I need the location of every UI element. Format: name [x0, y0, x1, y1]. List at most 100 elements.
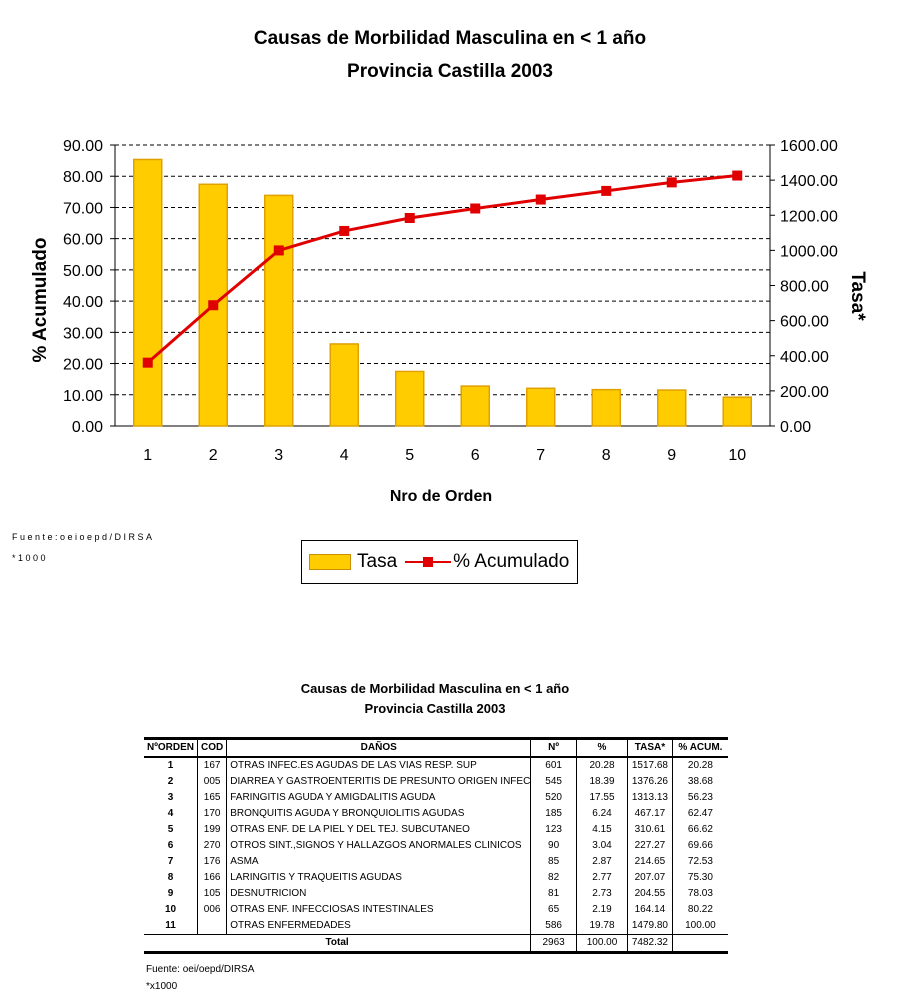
table-cell: 17.55 — [576, 790, 628, 806]
table-row: 8 166 LARINGITIS Y TRAQUEITIS AGUDAS 82 2.77… — [144, 870, 728, 886]
chart-title: Causas de Morbilidad Masculina en < 1 añ… — [253, 28, 647, 49]
right-tick-label: 600.00 — [780, 314, 829, 331]
table-cell: 3.04 — [576, 838, 628, 854]
table-cell: 1313.13 — [627, 790, 673, 806]
point-acumulado — [732, 170, 743, 181]
table-cell: 10 — [164, 904, 177, 915]
table-cell: 1517.68 — [627, 757, 673, 774]
left-tick-label: 80.00 — [63, 169, 103, 186]
morbidity-table: NºORDEN COD DAÑOS Nº% TASA*% ACUM. 1 167 OTRAS… — [144, 737, 728, 954]
bar-tasa — [329, 343, 359, 427]
x-tick-label: 6 — [471, 447, 480, 464]
total-label: Total — [144, 934, 531, 954]
column-header: TASA* — [627, 738, 673, 758]
table-row: 9 105 DESNUTRICION 81 2.73 204.55 78.03 — [144, 886, 728, 902]
table-cell: 005 — [196, 774, 227, 790]
column-header: NºORDEN — [144, 738, 198, 758]
table-cell: 5 — [167, 824, 174, 835]
table-cell: 2.77 — [576, 870, 628, 886]
point-acumulado — [666, 177, 677, 188]
table-cell: 166 — [196, 870, 227, 886]
point-acumulado — [339, 225, 350, 236]
table-cell: 185 — [530, 806, 577, 822]
right-tick-label: 1200.00 — [780, 208, 838, 225]
table-cell: 2.73 — [576, 886, 628, 902]
left-tick-label: 90.00 — [63, 138, 103, 155]
table-cell: 586 — [530, 918, 577, 935]
table-row: 2 005 DIARREA Y GASTROENTERITIS DE PRESUNT… — [144, 774, 728, 790]
table-cell: FARINGITIS AGUDA Y AMIGDALITIS AGUDA — [226, 790, 531, 806]
table-cell: 4.15 — [576, 822, 628, 838]
table-cell: 56.23 — [671, 790, 728, 806]
left-tick-label: 50.00 — [63, 263, 103, 280]
table-cell: OTRAS ENF. DE LA PIEL Y DEL TEJ. SUBCUTA… — [226, 822, 531, 838]
table-cell: 85 — [530, 854, 577, 870]
table-cell: 601 — [530, 757, 577, 774]
point-acumulado — [273, 245, 284, 256]
table-cell: 270 — [196, 838, 227, 854]
table-cell: 20.28 — [671, 757, 728, 774]
column-header: COD — [196, 738, 227, 758]
total-tasa: 7482.32 — [627, 934, 673, 954]
table-cell: 545 — [530, 774, 577, 790]
table-cell: 199 — [196, 822, 227, 838]
x-tick-label: 10 — [728, 447, 746, 464]
table-cell: OTRAS ENFERMEDADES — [226, 918, 531, 935]
table-row: 7 176 ASMA 85 2.87 214.65 72.53 — [144, 854, 728, 870]
table-cell: 1376.26 — [627, 774, 673, 790]
table-cell: 164.14 — [627, 902, 673, 918]
table-cell: 1479.80 — [627, 918, 673, 935]
x-tick-label: 4 — [340, 447, 349, 464]
table-cell: 467.17 — [627, 806, 673, 822]
legend-bar-swatch-icon — [309, 554, 351, 570]
table-cell: DIARREA Y GASTROENTERITIS DE PRESUNTO OR… — [226, 774, 531, 790]
table-source: Fuente: oei/oepd/DIRSA — [146, 964, 255, 975]
table-row: 3 165 FARINGITIS AGUDA Y AMIGDALITIS AGUDA… — [144, 790, 728, 806]
table-cell: OTRAS INFEC.ES AGUDAS DE LAS VIAS RESP. … — [226, 757, 531, 774]
left-tick-label: 30.00 — [63, 325, 103, 342]
column-header: % ACUM. — [671, 738, 728, 758]
table-cell — [196, 918, 227, 935]
left-tick-label: 60.00 — [63, 232, 103, 249]
table-cell: 38.68 — [671, 774, 728, 790]
right-tick-label: 200.00 — [780, 384, 829, 401]
table-cell: 3 — [167, 792, 174, 803]
table-cell: 20.28 — [576, 757, 628, 774]
left-tick-label: 70.00 — [63, 200, 103, 217]
table-cell: 006 — [196, 902, 227, 918]
table-cell: 2.19 — [576, 902, 628, 918]
left-tick-label: 10.00 — [63, 388, 103, 405]
table-cell: 1 — [167, 760, 174, 771]
point-acumulado — [535, 194, 546, 205]
table-cell: 2 — [167, 776, 174, 787]
table-cell: 204.55 — [627, 886, 673, 902]
bar-tasa — [264, 194, 294, 427]
bar-tasa — [722, 396, 752, 427]
table-cell: 81 — [530, 886, 577, 902]
table-cell: 207.07 — [627, 870, 673, 886]
table-cell: 18.39 — [576, 774, 628, 790]
x-tick-label: 1 — [143, 447, 152, 464]
table-row: 1 167 OTRAS INFEC.ES AGUDAS DE LAS VIAS RE… — [144, 757, 728, 774]
point-acumulado — [470, 203, 481, 214]
column-header: % — [576, 738, 628, 758]
table-cell: 170 — [196, 806, 227, 822]
right-tick-label: 1400.00 — [780, 173, 838, 190]
table-cell: 2.87 — [576, 854, 628, 870]
right-tick-label: 0.00 — [780, 419, 811, 436]
bar-tasa — [657, 389, 687, 427]
bar-tasa — [133, 158, 163, 427]
pareto-chart: 0.0010.0020.0030.0040.0050.0060.0070.008… — [30, 138, 868, 505]
table-cell: 9 — [167, 888, 174, 899]
table-cell: 167 — [196, 757, 227, 774]
table-cell: 4 — [167, 808, 174, 819]
table-cell: 310.61 — [627, 822, 673, 838]
table-row: 10 006 OTRAS ENF. INFECCIOSAS INTESTINALES… — [144, 902, 728, 918]
table-cell: 100.00 — [671, 918, 728, 935]
table-cell: DESNUTRICION — [226, 886, 531, 902]
table-cell: 227.27 — [627, 838, 673, 854]
table-cell: 6 — [167, 840, 174, 851]
chart-note: *1000 — [12, 553, 49, 563]
total-empty — [671, 934, 728, 954]
point-acumulado — [142, 357, 153, 368]
